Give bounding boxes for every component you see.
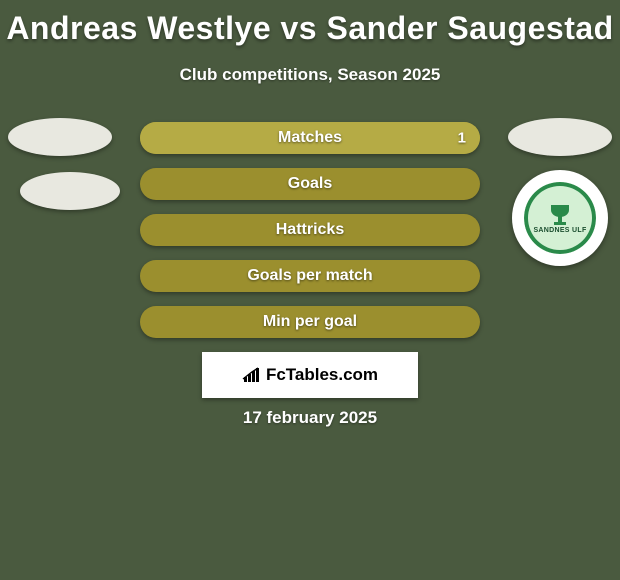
date-text: 17 february 2025 — [0, 408, 620, 428]
chart-icon — [242, 367, 262, 383]
stat-bar: Min per goal — [140, 306, 480, 338]
stat-bar-label: Matches — [278, 129, 342, 147]
stat-bar-label: Min per goal — [263, 313, 357, 331]
player2-club-badge: SANDNES ULF — [512, 170, 608, 266]
player1-club-avatar — [20, 172, 120, 210]
stat-bar: Hattricks — [140, 214, 480, 246]
stat-bar-label: Hattricks — [276, 221, 344, 239]
page-title: Andreas Westlye vs Sander Saugestad — [0, 0, 620, 47]
stat-bar: Goals per match — [140, 260, 480, 292]
stat-bar-right-value: 1 — [458, 130, 466, 147]
player1-avatar — [8, 118, 112, 156]
player2-avatar — [508, 118, 612, 156]
page-subtitle: Club competitions, Season 2025 — [0, 65, 620, 85]
brand-text: FcTables.com — [266, 365, 378, 385]
brand-box: FcTables.com — [202, 352, 418, 398]
stat-bar-label: Goals — [288, 175, 332, 193]
stat-bar: Matches 1 — [140, 122, 480, 154]
club-badge-text: SANDNES ULF — [533, 227, 586, 234]
trophy-icon — [545, 203, 575, 227]
stat-bar: Goals — [140, 168, 480, 200]
stat-bar-label: Goals per match — [247, 267, 372, 285]
stat-bars: Matches 1 Goals Hattricks Goals per match Min… — [140, 122, 480, 352]
